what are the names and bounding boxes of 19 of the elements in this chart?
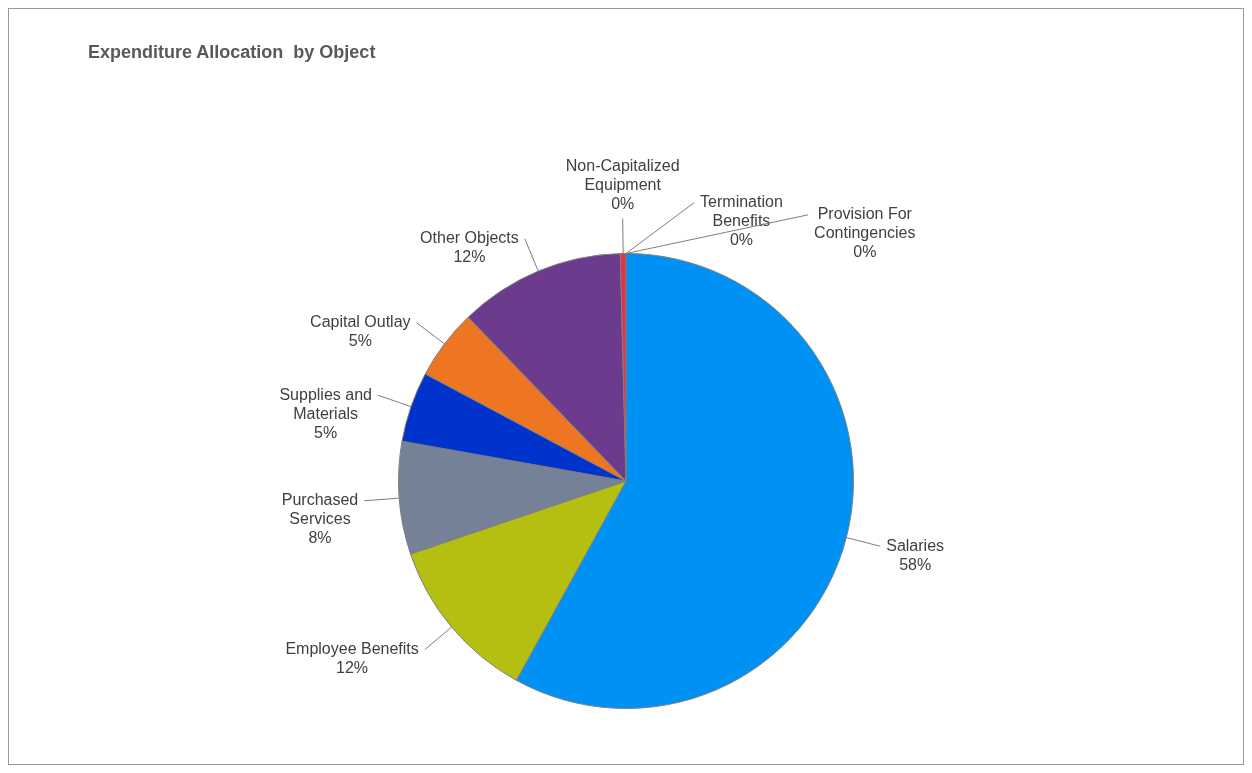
data-label: 5% — [348, 332, 372, 350]
data-label: 0% — [611, 195, 635, 213]
data-label: 8% — [308, 529, 332, 547]
chart-title: Expenditure Allocation by Object — [88, 42, 376, 63]
slice-label: Supplies and Materials — [279, 385, 372, 422]
data-label: 12% — [453, 248, 486, 266]
data-label: 58% — [899, 555, 932, 573]
slice-label: Employee Benefits — [285, 640, 419, 657]
slice-label: Capital Outlay — [310, 313, 411, 331]
text: 0% — [853, 243, 877, 261]
data-label: 12% — [336, 659, 369, 676]
category-label: Termination Benefits — [700, 193, 783, 230]
category-label: Provision For Contingencies — [814, 205, 916, 242]
data-label: 5% — [314, 423, 338, 441]
slice-label: Other Objects — [420, 229, 519, 247]
slice-label: Salaries — [886, 536, 945, 554]
text: 0% — [729, 231, 754, 249]
slice-label: Purchased Services — [281, 491, 359, 528]
slice-label: Non-Capitalized Equipment — [565, 157, 680, 194]
